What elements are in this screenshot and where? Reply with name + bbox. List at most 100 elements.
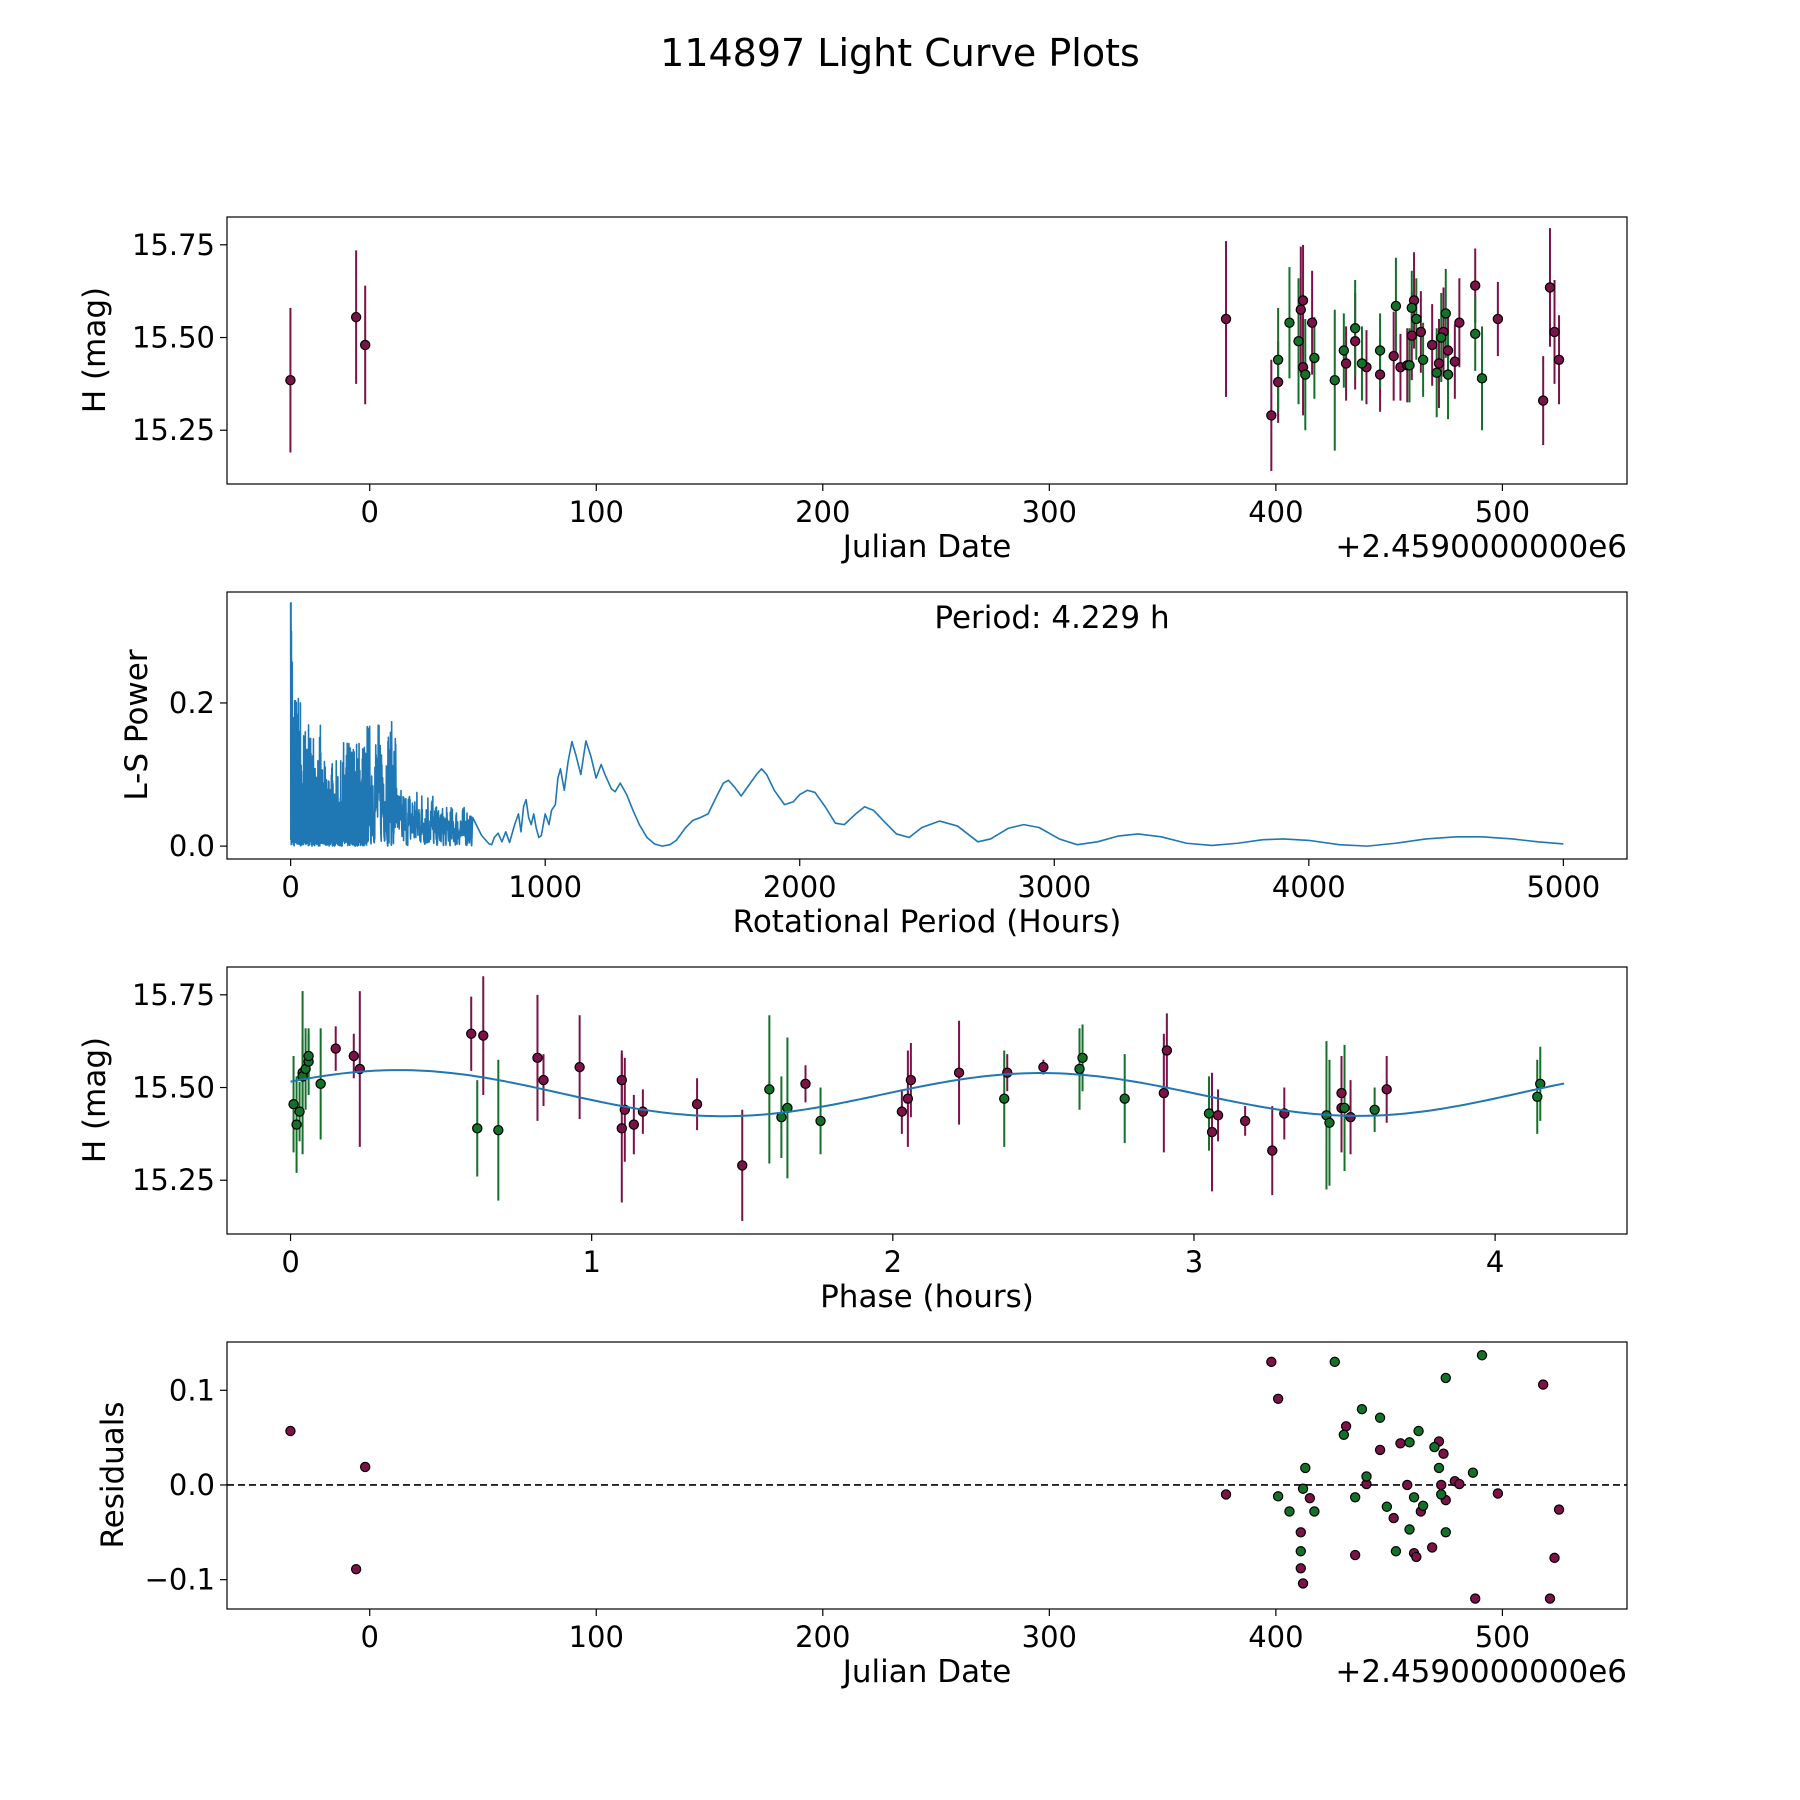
data-point-green bbox=[1440, 1372, 1451, 1384]
residuals-xlabel: Julian Date bbox=[841, 1654, 1012, 1690]
lc-xtick-label: 0 bbox=[360, 495, 378, 529]
data-point-maroon bbox=[1537, 1379, 1549, 1390]
phase-xtick-label: 4 bbox=[1486, 1245, 1504, 1279]
data-point-green bbox=[1431, 367, 1442, 378]
periodogram-panel: 0 1000 2000 3000 4000 5000 0.0 0.2 Period: 4.22… bbox=[119, 591, 1628, 940]
data-point-green bbox=[1390, 300, 1402, 312]
data-point-green bbox=[1272, 1491, 1284, 1502]
data-point-green bbox=[1440, 1527, 1451, 1538]
data-point-maroon bbox=[1411, 1551, 1422, 1563]
data-point-maroon bbox=[896, 1106, 908, 1117]
data-point-green bbox=[1406, 302, 1417, 314]
data-point-maroon bbox=[1374, 369, 1386, 380]
ls-xtick-label: 5000 bbox=[1526, 870, 1600, 904]
data-point-maroon bbox=[1220, 313, 1232, 325]
data-point-maroon bbox=[691, 1099, 703, 1110]
data-point-green bbox=[1300, 1462, 1311, 1474]
data-point-maroon bbox=[1158, 1087, 1170, 1099]
data-point-green bbox=[1408, 1492, 1420, 1503]
data-point-maroon bbox=[1266, 1356, 1277, 1368]
light-curve-marks bbox=[285, 228, 1565, 472]
data-point-maroon bbox=[1395, 1438, 1406, 1449]
res-xtick-label: 500 bbox=[1475, 1620, 1530, 1654]
data-point-green bbox=[1356, 358, 1368, 369]
phase-ticks: 0 1 2 3 4 15.25 15.50 15.75 bbox=[132, 978, 1504, 1279]
data-point-maroon bbox=[1553, 1504, 1565, 1515]
res-xtick-label: 0 bbox=[360, 1620, 378, 1654]
residuals-offset-text: +2.4590000000e6 bbox=[1335, 1654, 1627, 1690]
figure-title: 114897 Light Curve Plots bbox=[660, 31, 1140, 75]
data-point-green bbox=[1356, 1404, 1368, 1415]
data-point-green bbox=[1300, 369, 1311, 380]
data-point-maroon bbox=[1454, 1478, 1465, 1490]
data-point-green bbox=[1284, 1506, 1295, 1517]
data-point-maroon bbox=[1345, 1111, 1356, 1123]
data-point-maroon bbox=[1161, 1045, 1173, 1056]
data-point-maroon bbox=[905, 1074, 917, 1086]
data-point-maroon bbox=[478, 1030, 489, 1041]
lc-xtick-label: 500 bbox=[1475, 495, 1530, 529]
model-fit-curve bbox=[290, 1069, 1565, 1118]
data-point-maroon bbox=[1449, 356, 1461, 367]
data-point-green bbox=[1467, 1467, 1479, 1478]
data-point-green bbox=[1381, 1501, 1393, 1512]
data-point-maroon bbox=[1272, 1393, 1284, 1405]
data-point-green bbox=[1442, 369, 1454, 380]
data-point-green bbox=[1077, 1052, 1088, 1064]
data-point-green bbox=[1203, 1108, 1215, 1119]
light-curve-ylabel: H (mag) bbox=[77, 287, 113, 413]
data-point-maroon bbox=[616, 1123, 627, 1134]
data-point-maroon bbox=[1304, 1493, 1316, 1504]
res-xtick-label: 100 bbox=[569, 1620, 624, 1654]
data-point-maroon bbox=[1220, 1489, 1232, 1500]
data-point-maroon bbox=[1267, 1145, 1278, 1156]
data-point-maroon bbox=[1438, 1448, 1449, 1459]
data-point-green bbox=[1349, 323, 1361, 334]
lc-ytick-label: 15.25 bbox=[132, 413, 215, 447]
data-point-green bbox=[1404, 360, 1415, 371]
data-point-green bbox=[1404, 1437, 1415, 1448]
data-point-maroon bbox=[1272, 376, 1284, 388]
lc-ytick-label: 15.50 bbox=[132, 321, 215, 355]
data-point-green bbox=[1404, 1524, 1415, 1535]
lc-xtick-label: 400 bbox=[1248, 495, 1303, 529]
data-point-green bbox=[1338, 1429, 1350, 1440]
data-point-maroon bbox=[800, 1078, 811, 1090]
data-point-maroon bbox=[350, 1564, 362, 1575]
periodogram-axes-frame bbox=[226, 591, 1628, 860]
data-point-green bbox=[1436, 332, 1447, 343]
periodogram-marks bbox=[289, 601, 1564, 847]
data-point-maroon bbox=[1406, 330, 1417, 341]
data-point-maroon bbox=[1470, 1593, 1481, 1604]
data-point-maroon bbox=[348, 1050, 359, 1062]
phase-panel: 0 1 2 3 4 15.25 15.50 15.75 Phase (hours) H (ma… bbox=[77, 966, 1628, 1315]
periodogram-ylabel: L-S Power bbox=[119, 649, 155, 800]
phase-ytick-label: 15.75 bbox=[132, 978, 215, 1012]
ls-ytick-label: 0.2 bbox=[169, 686, 215, 720]
res-xtick-label: 300 bbox=[1022, 1620, 1077, 1654]
light-curve-panel: 0 100 200 300 400 500 15.25 15.50 15.75 Julian D… bbox=[77, 216, 1628, 565]
data-point-maroon bbox=[1340, 1421, 1352, 1432]
data-point-maroon bbox=[1349, 1549, 1361, 1561]
data-point-maroon bbox=[1336, 1087, 1347, 1099]
data-point-green bbox=[288, 1099, 299, 1110]
light-curve-xlabel: Julian Date bbox=[841, 529, 1012, 565]
periodogram-xlabel: Rotational Period (Hours) bbox=[733, 904, 1122, 940]
data-point-maroon bbox=[1038, 1061, 1049, 1073]
phase-xlabel: Phase (hours) bbox=[820, 1279, 1034, 1315]
data-point-maroon bbox=[350, 311, 362, 323]
data-point-maroon bbox=[1306, 317, 1318, 328]
data-point-green bbox=[291, 1119, 302, 1130]
data-point-maroon bbox=[1266, 410, 1277, 421]
lc-xtick-label: 100 bbox=[569, 495, 624, 529]
data-point-maroon bbox=[1212, 1110, 1224, 1121]
residuals-axes-frame bbox=[226, 1341, 1628, 1610]
data-point-green bbox=[1295, 1546, 1306, 1557]
data-point-maroon bbox=[1297, 1578, 1309, 1589]
phase-xtick-label: 0 bbox=[281, 1245, 299, 1279]
data-point-green bbox=[1374, 345, 1386, 356]
data-point-green bbox=[1284, 317, 1295, 328]
res-ytick-label: −0.1 bbox=[145, 1563, 215, 1597]
data-point-green bbox=[315, 1078, 326, 1090]
data-point-maroon bbox=[1492, 313, 1504, 325]
